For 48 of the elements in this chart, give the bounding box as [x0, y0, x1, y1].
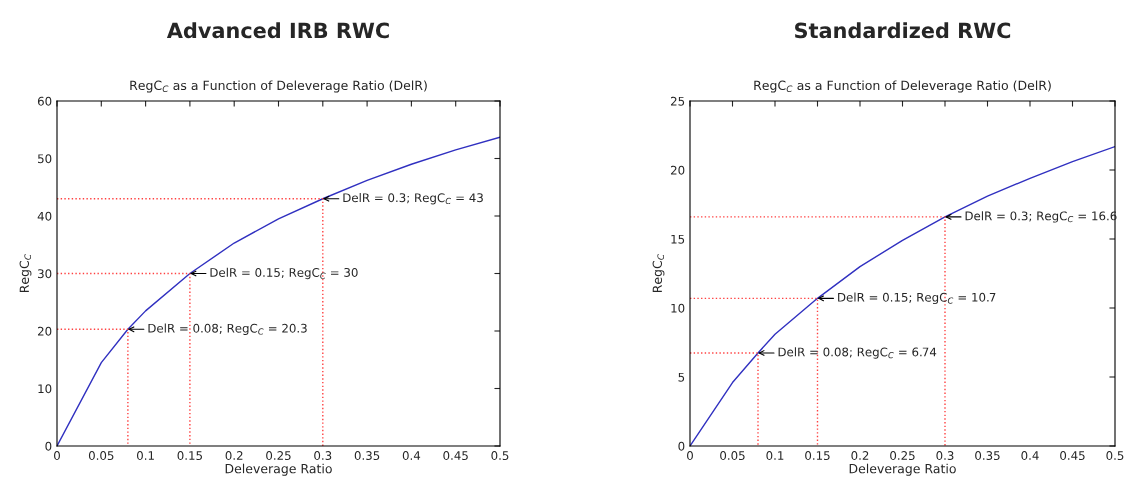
y-tick-label: 30	[38, 269, 52, 279]
y-axis-title: RegC$_{C}$	[652, 254, 665, 293]
x-tick-label: 0	[687, 451, 693, 460]
x-tick-label: 0.2	[851, 451, 869, 460]
y-axis-title: RegC$_{C}$	[19, 254, 32, 293]
chart-subtitle: RegC$_{C}$ as a Function of Deleverage Ratio (DelR)	[130, 80, 427, 93]
y-tick-label: 10	[671, 303, 685, 313]
y-tick-label: 0	[678, 441, 685, 451]
x-tick-label: 0.4	[1021, 451, 1039, 460]
x-tick-label: 0.5	[491, 451, 509, 460]
x-tick-label: 0.3	[314, 451, 332, 460]
x-tick-label: 0.25	[266, 451, 291, 460]
x-tick-label: 0.2	[225, 451, 243, 460]
x-tick-label: 0.1	[766, 451, 784, 460]
y-tick-label: 0	[45, 441, 52, 451]
annotation: DelR = 0.3; RegC$_{C}$ = 43	[343, 193, 483, 205]
y-tick-label: 15	[671, 234, 685, 244]
x-tick-label: 0.25	[890, 451, 915, 460]
x-tick-label: 0.3	[936, 451, 954, 460]
y-tick-label: 20	[670, 165, 685, 175]
y-tick-label: 10	[38, 384, 52, 394]
chart-title: Advanced IRB RWC	[166, 22, 389, 39]
x-tick-label: 0.05	[88, 451, 114, 460]
y-tick-label: 60	[37, 96, 52, 106]
x-tick-label: 0.15	[805, 451, 830, 460]
y-tick-label: 20	[37, 326, 52, 336]
x-tick-label: 0.45	[1060, 451, 1085, 460]
annotation: DelR = 0.15; RegC$_{C}$ = 30	[210, 267, 358, 280]
chart-title: Standardized RWC	[795, 22, 1011, 39]
chart-subtitle: RegC$_{C}$ as a Function of Deleverage Ratio (DelR)	[754, 80, 1051, 93]
y-tick-label: 40	[37, 211, 52, 221]
x-axis-title: Deleverage Ratio	[849, 463, 956, 476]
x-tick-label: 0.05	[720, 451, 745, 460]
y-tick-label: 50	[38, 154, 52, 164]
annotation: DelR = 0.15; RegC$_{C}$ = 10.7	[838, 292, 996, 305]
x-axis-title: Deleverage Ratio	[225, 463, 332, 476]
y-tick-label: 5	[678, 372, 685, 382]
x-tick-label: 0.15	[177, 451, 203, 460]
x-tick-label: 0.45	[443, 451, 468, 460]
x-tick-label: 0.35	[354, 451, 380, 460]
annotation: DelR = 0.08; RegC$_{C}$ = 20.3	[148, 323, 307, 335]
x-tick-label: 0.5	[1106, 451, 1124, 460]
x-tick-label: 0	[54, 451, 60, 460]
annotation: DelR = 0.08; RegC$_{C}$ = 6.74	[778, 347, 937, 359]
x-tick-label: 0.1	[136, 451, 154, 460]
x-tick-label: 0.35	[975, 451, 1000, 460]
x-tick-label: 0.4	[402, 451, 421, 460]
y-tick-label: 25	[670, 96, 685, 106]
